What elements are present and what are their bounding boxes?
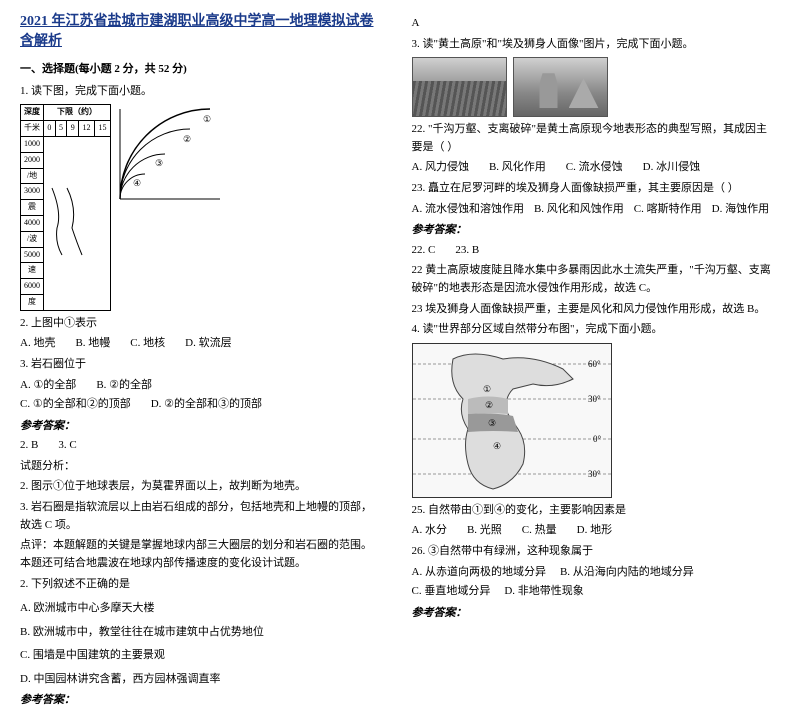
q26-b: B. 从沿海向内陆的地域分异: [560, 564, 694, 582]
earth-layers-diagram: 深度 下限（约） 千米 0 5 9 12 15 1000 2000 /地 300…: [20, 104, 382, 310]
q23-stem: 23. 矗立在尼罗河畔的埃及狮身人面像缺损严重，其主要原因是（ ）: [412, 180, 774, 198]
q26-options-row2: C. 垂直地域分异 D. 非地带性现象: [412, 583, 774, 601]
svg-text:④: ④: [133, 178, 141, 188]
q25-stem: 25. 自然带由①到④的变化，主要影响因素是: [412, 502, 774, 520]
svg-text:③: ③: [155, 158, 163, 168]
q1-stem: 1. 读下图，完成下面小题。: [20, 83, 382, 101]
analysis-label: 试题分析：: [20, 458, 382, 476]
ans-3: 3. C: [58, 437, 76, 455]
q25-b: B. 光照: [467, 522, 502, 540]
lat-30s: 30°: [588, 469, 601, 479]
q23-a: A. 流水侵蚀和溶蚀作用: [412, 201, 524, 219]
q25-d: D. 地形: [577, 522, 612, 540]
q-europe-stem: 2. 下列叙述不正确的是: [20, 576, 382, 594]
right-column: A 3. 读"黄土高原"和"埃及狮身人面像"图片，完成下面小题。 22. "千沟…: [412, 12, 774, 549]
answer-heading-4: 参考答案：: [412, 605, 774, 623]
q3-opt-d: D. ②的全部和③的顶部: [151, 396, 262, 414]
q23-options: A. 流水侵蚀和溶蚀作用 B. 风化和风蚀作用 C. 喀斯特作用 D. 海蚀作用: [412, 201, 774, 219]
q23-b: B. 风化和风蚀作用: [534, 201, 624, 219]
q-europe-b: B. 欧洲城市中，教堂往往在城市建筑中占优势地位: [20, 624, 382, 642]
q25-c: C. 热量: [522, 522, 557, 540]
q3-opt-c: C. ①的全部和②的顶部: [20, 396, 131, 414]
lat-eq: 0°: [593, 434, 602, 444]
ans-23: 23. B: [455, 242, 479, 260]
q2-opt-b: B. 地幔: [75, 335, 110, 353]
q26-c: C. 垂直地域分异: [412, 583, 491, 601]
sphinx-photo: [513, 57, 608, 117]
q22-b: B. 风化作用: [489, 159, 546, 177]
q4-map-stem: 4. 读"世界部分区域自然带分布图"，完成下面小题。: [412, 321, 774, 339]
q26-options-row1: A. 从赤道向两极的地域分异 B. 从沿海向内陆的地域分异: [412, 564, 774, 582]
answers-2-3: 2. B 3. C: [20, 437, 382, 455]
q23-d: D. 海蚀作用: [712, 201, 769, 219]
q2-options: A. 地壳 B. 地幔 C. 地核 D. 软流层: [20, 335, 382, 353]
ans-2: 2. B: [20, 437, 38, 455]
analysis-2: 2. 图示①位于地球表层，为莫霍界面以上，故判断为地壳。: [20, 478, 382, 496]
q3-photos-stem: 3. 读"黄土高原"和"埃及狮身人面像"图片，完成下面小题。: [412, 36, 774, 54]
q26-stem: 26. ③自然带中有绿洲，这种现象属于: [412, 543, 774, 561]
q22-d: D. 冰川侵蚀: [643, 159, 700, 177]
q3-opt-a: A. ①的全部: [20, 377, 76, 395]
svg-text:②: ②: [485, 400, 493, 410]
loess-plateau-photo: [412, 57, 507, 117]
q25-a: A. 水分: [412, 522, 447, 540]
exp-23: 23 埃及狮身人面像缺损严重，主要是风化和风力侵蚀作用形成，故选 B。: [412, 301, 774, 319]
lat-60n: 60°: [588, 359, 601, 369]
world-biome-map: ① ② ③ ④ 60° 30° 0° 30°: [412, 343, 612, 498]
section-1-heading: 一、选择题(每小题 2 分，共 52 分): [20, 61, 382, 79]
q3-options-row2: C. ①的全部和②的顶部 D. ②的全部和③的顶部: [20, 396, 382, 414]
analysis-note: 点评：本题解题的关键是掌握地球内部三大圈层的划分和岩石圈的范围。本题还可结合地震…: [20, 537, 382, 572]
answers-22-23: 22. C 23. B: [412, 242, 774, 260]
svg-text:②: ②: [183, 134, 191, 144]
q2-opt-d: D. 软流层: [185, 335, 231, 353]
photo-row: [412, 57, 774, 117]
svg-text:③: ③: [488, 418, 496, 428]
depth-unit: 千米: [21, 121, 44, 137]
q2-opt-a: A. 地壳: [20, 335, 55, 353]
svg-text:④: ④: [493, 441, 501, 451]
answer-heading-3: 参考答案：: [412, 222, 774, 240]
q2-opt-c: C. 地核: [130, 335, 165, 353]
wave-curve-icon: [47, 183, 107, 258]
q-europe-c: C. 围墙是中国建筑的主要景观: [20, 647, 382, 665]
q22-c: C. 流水侵蚀: [566, 159, 623, 177]
q22-stem: 22. "千沟万壑、支离破碎"是黄土高原现今地表形态的典型写照，其成因主要是（ …: [412, 121, 774, 156]
svg-text:①: ①: [483, 384, 491, 394]
q3-opt-b: B. ②的全部: [96, 377, 152, 395]
left-column: 2021 年江苏省盐城市建湖职业高级中学高一地理模拟试卷含解析 一、选择题(每小…: [20, 12, 382, 549]
answer-heading-2: 参考答案：: [20, 692, 382, 710]
svg-text:①: ①: [203, 114, 211, 124]
ans-22: 22. C: [412, 242, 436, 260]
depth-head-2: 下限（约）: [44, 105, 111, 121]
q23-c: C. 喀斯特作用: [634, 201, 702, 219]
q26-a: A. 从赤道向两极的地域分异: [412, 564, 546, 582]
q-europe-a: A. 欧洲城市中心多摩天大楼: [20, 600, 382, 618]
exam-title: 2021 年江苏省盐城市建湖职业高级中学高一地理模拟试卷含解析: [20, 12, 382, 51]
q3-options-row1: A. ①的全部 B. ②的全部: [20, 377, 382, 395]
depth-table: 深度 下限（约） 千米 0 5 9 12 15 1000 2000 /地 300…: [20, 104, 111, 310]
lat-30n: 30°: [588, 394, 601, 404]
answer-heading-1: 参考答案：: [20, 418, 382, 436]
q3-stem: 3. 岩石圈位于: [20, 356, 382, 374]
europe-answer: A: [412, 15, 774, 33]
map-svg-icon: ① ② ③ ④ 60° 30° 0° 30°: [413, 344, 612, 498]
depth-head-1: 深度: [21, 105, 44, 121]
q22-a: A. 风力侵蚀: [412, 159, 469, 177]
analysis-3: 3. 岩石圈是指软流层以上由岩石组成的部分，包括地壳和上地幔的顶部，故选 C 项…: [20, 499, 382, 534]
exp-22: 22 黄土高原坡度陡且降水集中多暴雨因此水土流失严重，"千沟万壑、支离破碎"的地…: [412, 262, 774, 297]
q25-options: A. 水分 B. 光照 C. 热量 D. 地形: [412, 522, 774, 540]
q26-d: D. 非地带性现象: [504, 583, 583, 601]
q22-options: A. 风力侵蚀 B. 风化作用 C. 流水侵蚀 D. 冰川侵蚀: [412, 159, 774, 177]
q-europe-d: D. 中国园林讲究含蓄，西方园林强调直率: [20, 671, 382, 689]
q2-stem: 2. 上图中①表示: [20, 315, 382, 333]
earth-cross-section-icon: ① ② ③ ④: [115, 104, 225, 204]
